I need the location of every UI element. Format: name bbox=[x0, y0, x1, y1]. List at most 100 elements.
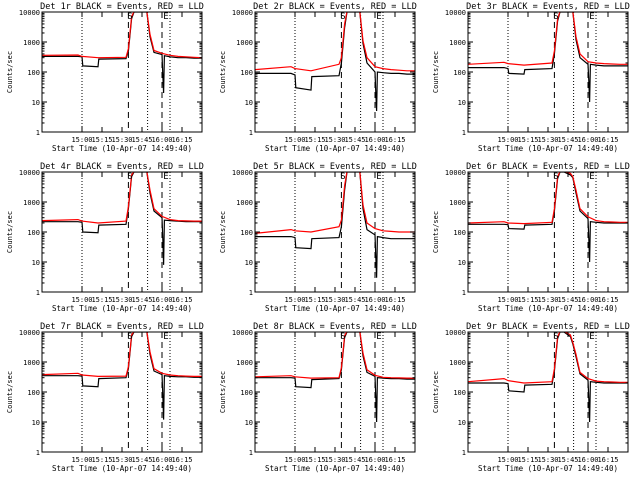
y-tick-label: 1000 bbox=[23, 359, 40, 367]
x-tick-label: 16:00 bbox=[151, 136, 172, 144]
y-tick-label: 1000 bbox=[449, 359, 466, 367]
event-marker-e: E bbox=[376, 12, 381, 22]
panel-title: Det 8r BLACK = Events, RED = LLD bbox=[253, 322, 417, 332]
series-line-lld bbox=[468, 332, 628, 384]
y-tick-label: 1000 bbox=[236, 199, 253, 207]
x-tick-label: 15:00 bbox=[497, 296, 518, 304]
panel-det-5: Det 5r BLACK = Events, RED = LLD Counts/s… bbox=[219, 162, 417, 313]
panel-title: Det 3r BLACK = Events, RED = LLD bbox=[466, 2, 630, 12]
panel-det-1: Det 1r BLACK = Events, RED = LLD Counts/s… bbox=[6, 2, 204, 153]
x-tick-label: 15:15 bbox=[304, 136, 325, 144]
y-tick-label: 10000 bbox=[232, 329, 253, 337]
x-tick-label: 16:15 bbox=[384, 136, 405, 144]
panel-det-2: Det 2r BLACK = Events, RED = LLD Counts/s… bbox=[219, 2, 417, 153]
x-tick-label: 15:45 bbox=[344, 296, 365, 304]
x-tick-label: 15:00 bbox=[284, 456, 305, 464]
y-tick-label: 10 bbox=[32, 259, 40, 267]
y-tick-label: 1 bbox=[36, 289, 40, 297]
panel-title: Det 7r BLACK = Events, RED = LLD bbox=[40, 322, 204, 332]
y-tick-label: 10000 bbox=[232, 9, 253, 17]
y-axis-label: Counts/sec bbox=[432, 211, 440, 253]
y-axis-label: Counts/sec bbox=[6, 211, 14, 253]
y-tick-label: 1000 bbox=[236, 39, 253, 47]
x-tick-label: 16:00 bbox=[577, 456, 598, 464]
panel-title: Det 9r BLACK = Events, RED = LLD bbox=[466, 322, 630, 332]
x-tick-label: 15:00 bbox=[71, 296, 92, 304]
series-group bbox=[42, 172, 202, 265]
x-tick-label: 15:15 bbox=[304, 456, 325, 464]
y-tick-label: 10 bbox=[245, 419, 253, 427]
x-axis-label: Start Time (10-Apr-07 14:49:40) bbox=[265, 304, 405, 313]
x-tick-label: 15:15 bbox=[517, 136, 538, 144]
y-tick-label: 1000 bbox=[23, 39, 40, 47]
y-tick-label: 1 bbox=[36, 129, 40, 137]
x-tick-label: 16:00 bbox=[364, 136, 385, 144]
y-tick-label: 10 bbox=[245, 259, 253, 267]
event-marker-s: S bbox=[553, 172, 558, 182]
x-tick-label: 15:30 bbox=[324, 456, 345, 464]
panel-title: Det 6r BLACK = Events, RED = LLD bbox=[466, 162, 630, 172]
x-tick-label: 15:15 bbox=[91, 136, 112, 144]
y-tick-label: 100 bbox=[240, 389, 253, 397]
y-tick-label: 100 bbox=[27, 389, 40, 397]
x-tick-label: 15:00 bbox=[71, 456, 92, 464]
panel-title: Det 1r BLACK = Events, RED = LLD bbox=[40, 2, 204, 12]
x-tick-label: 16:15 bbox=[384, 296, 405, 304]
y-tick-label: 10 bbox=[458, 419, 466, 427]
x-tick-label: 15:15 bbox=[91, 296, 112, 304]
y-axis-label: Counts/sec bbox=[219, 51, 227, 93]
x-tick-label: 15:45 bbox=[344, 136, 365, 144]
y-tick-label: 10000 bbox=[19, 169, 40, 177]
event-marker-e: E bbox=[589, 12, 594, 22]
series-group bbox=[255, 12, 415, 112]
x-axis-label: Start Time (10-Apr-07 14:49:40) bbox=[52, 464, 192, 473]
y-tick-label: 1 bbox=[462, 289, 466, 297]
y-tick-label: 1 bbox=[249, 289, 253, 297]
y-tick-label: 10000 bbox=[445, 169, 466, 177]
x-tick-label: 15:45 bbox=[131, 456, 152, 464]
x-tick-label: 15:30 bbox=[111, 456, 132, 464]
panel-det-6: Det 6r BLACK = Events, RED = LLD Counts/s… bbox=[432, 162, 630, 313]
event-marker-e: E bbox=[163, 172, 168, 182]
y-tick-label: 1 bbox=[249, 449, 253, 457]
panel-det-9: Det 9r BLACK = Events, RED = LLD Counts/s… bbox=[432, 322, 630, 473]
panel-det-3: Det 3r BLACK = Events, RED = LLD Counts/s… bbox=[432, 2, 630, 153]
y-tick-label: 1 bbox=[36, 449, 40, 457]
x-tick-label: 15:45 bbox=[131, 296, 152, 304]
x-tick-label: 15:30 bbox=[537, 136, 558, 144]
event-marker-s: S bbox=[127, 332, 132, 342]
y-tick-label: 10000 bbox=[232, 169, 253, 177]
x-tick-label: 16:15 bbox=[171, 136, 192, 144]
x-axis-label: Start Time (10-Apr-07 14:49:40) bbox=[478, 144, 618, 153]
y-tick-label: 100 bbox=[240, 69, 253, 77]
x-tick-label: 15:15 bbox=[304, 296, 325, 304]
x-tick-label: 16:00 bbox=[577, 296, 598, 304]
series-group bbox=[255, 332, 415, 423]
series-line-lld bbox=[468, 12, 628, 66]
event-marker-e: E bbox=[589, 172, 594, 182]
y-tick-label: 10 bbox=[458, 99, 466, 107]
x-axis-label: Start Time (10-Apr-07 14:49:40) bbox=[52, 144, 192, 153]
x-tick-label: 16:15 bbox=[384, 456, 405, 464]
series-group bbox=[42, 332, 202, 420]
x-tick-label: 15:00 bbox=[284, 296, 305, 304]
series-line-lld bbox=[255, 332, 415, 379]
event-marker-s: S bbox=[340, 12, 345, 22]
series-group bbox=[468, 172, 628, 263]
series-line-events bbox=[255, 172, 415, 278]
y-tick-label: 10 bbox=[458, 259, 466, 267]
series-line-lld bbox=[42, 172, 202, 224]
panel-det-4: Det 4r BLACK = Events, RED = LLD Counts/s… bbox=[6, 162, 204, 313]
y-tick-label: 10000 bbox=[445, 9, 466, 17]
y-tick-label: 1000 bbox=[236, 359, 253, 367]
series-line-events bbox=[255, 332, 415, 423]
x-tick-label: 16:00 bbox=[151, 456, 172, 464]
x-tick-label: 16:15 bbox=[171, 456, 192, 464]
x-tick-label: 15:15 bbox=[517, 456, 538, 464]
y-tick-label: 100 bbox=[453, 389, 466, 397]
y-tick-label: 1 bbox=[462, 449, 466, 457]
series-line-lld bbox=[42, 12, 202, 59]
x-tick-label: 15:45 bbox=[557, 296, 578, 304]
